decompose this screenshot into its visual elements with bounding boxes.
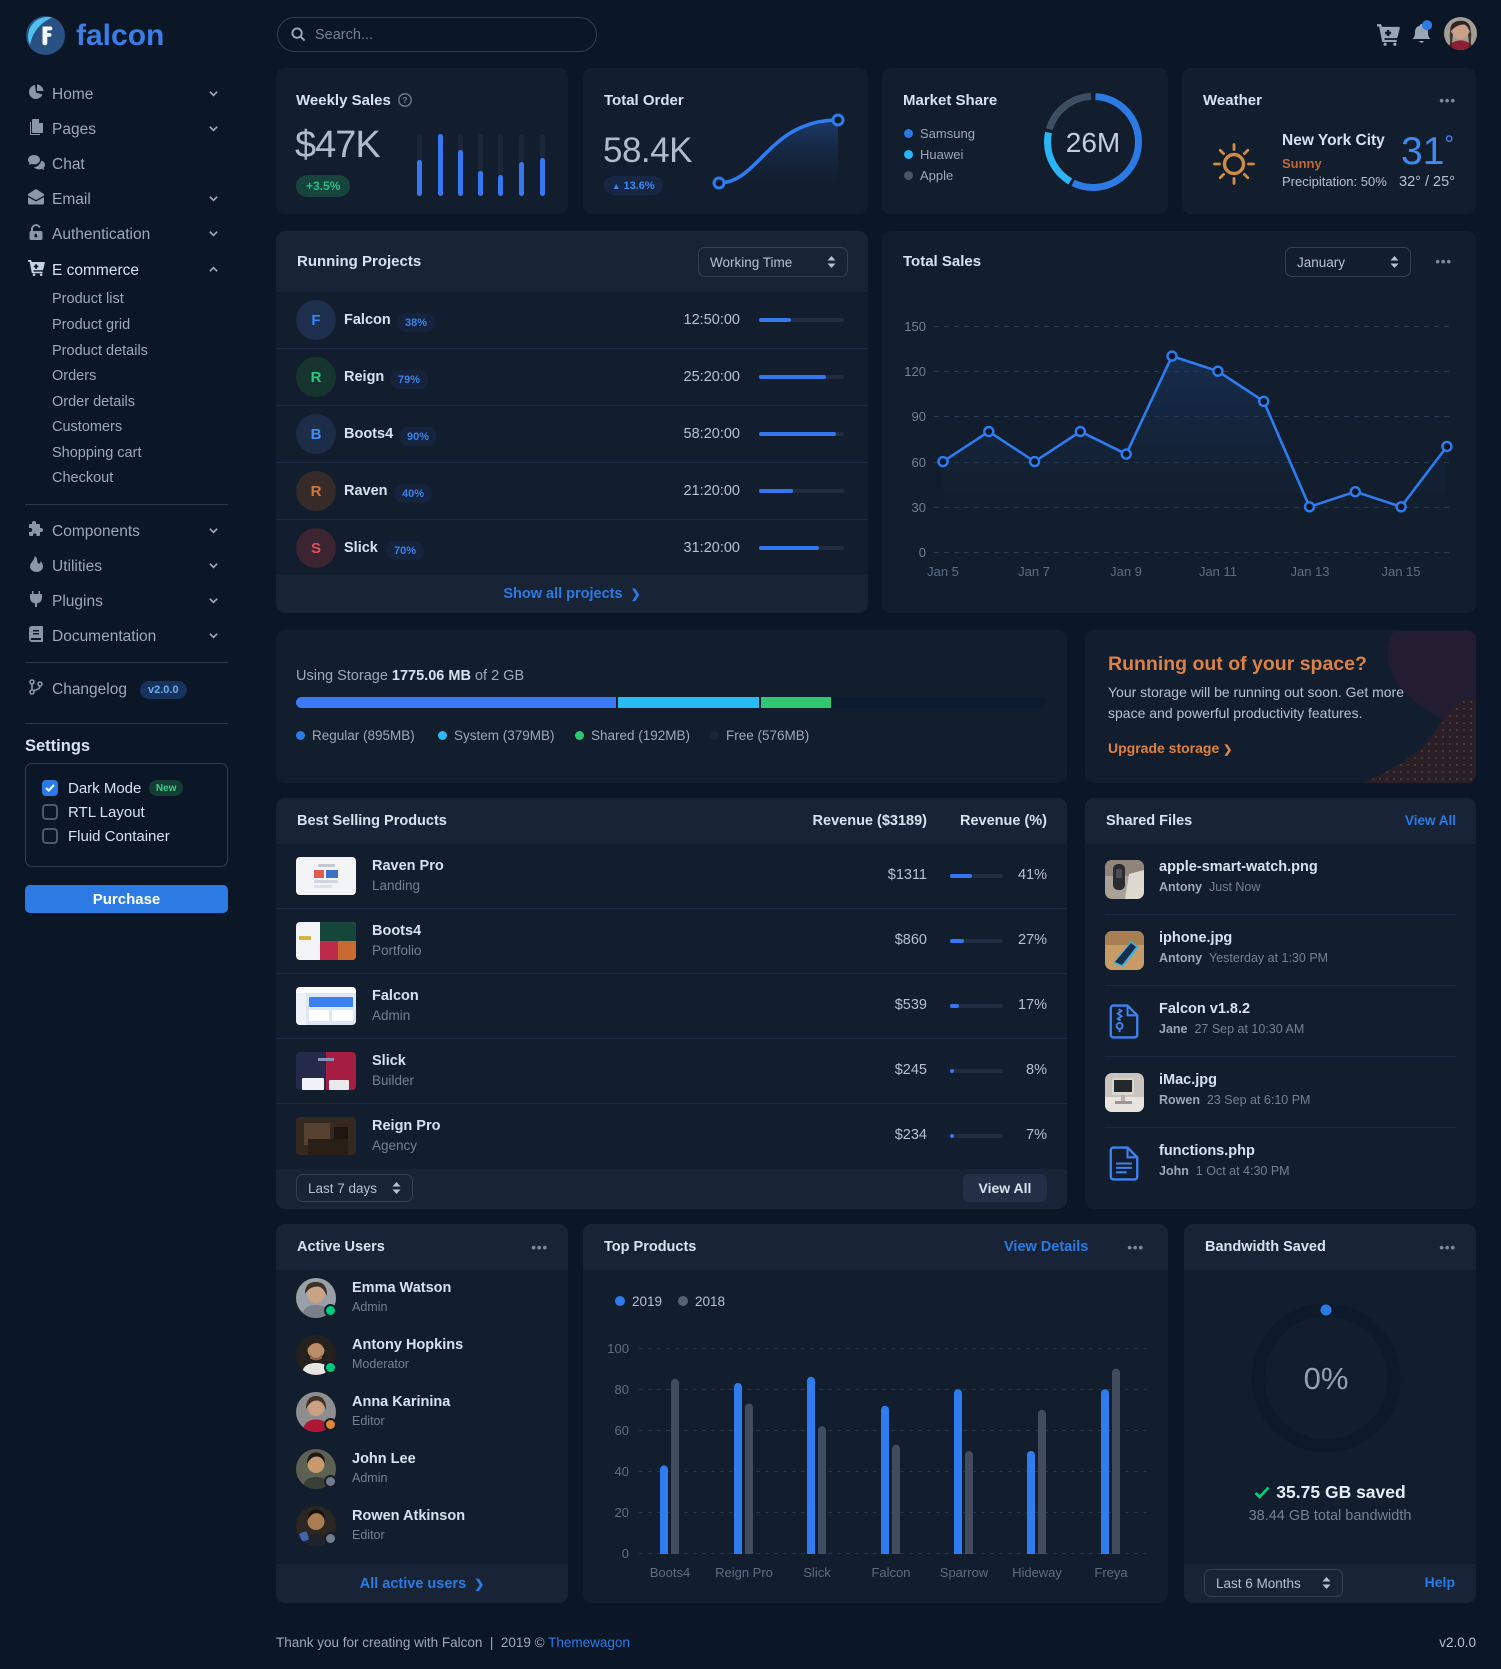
svg-text:Jan 11: Jan 11: [1199, 564, 1237, 579]
svg-text:Jan 15: Jan 15: [1381, 564, 1420, 579]
svg-text:90: 90: [912, 409, 926, 424]
svg-text:Jan 13: Jan 13: [1290, 564, 1329, 579]
svg-text:Jan 5: Jan 5: [927, 564, 959, 579]
svg-text:Freya: Freya: [1094, 1565, 1128, 1580]
svg-text:Falcon: Falcon: [871, 1565, 910, 1580]
svg-text:Jan 7: Jan 7: [1018, 564, 1050, 579]
svg-text:0%: 0%: [1304, 1361, 1349, 1396]
svg-text:Slick: Slick: [803, 1565, 831, 1580]
svg-text:0: 0: [622, 1546, 629, 1561]
svg-text:30: 30: [912, 500, 926, 515]
svg-text:Hideway: Hideway: [1012, 1565, 1062, 1580]
svg-text:60: 60: [615, 1423, 629, 1438]
svg-text:80: 80: [615, 1382, 629, 1397]
svg-text:Jan 9: Jan 9: [1110, 564, 1142, 579]
svg-text:100: 100: [607, 1341, 629, 1356]
svg-text:40: 40: [615, 1464, 629, 1479]
svg-text:Boots4: Boots4: [650, 1565, 690, 1580]
svg-text:120: 120: [904, 364, 926, 379]
svg-text:0: 0: [919, 545, 926, 560]
svg-text:60: 60: [912, 455, 926, 470]
svg-text:Reign Pro: Reign Pro: [715, 1565, 773, 1580]
svg-text:26M: 26M: [1066, 127, 1120, 158]
svg-text:?: ?: [402, 95, 407, 105]
svg-text:Sparrow: Sparrow: [940, 1565, 989, 1580]
svg-text:150: 150: [904, 319, 926, 334]
svg-text:20: 20: [615, 1505, 629, 1520]
